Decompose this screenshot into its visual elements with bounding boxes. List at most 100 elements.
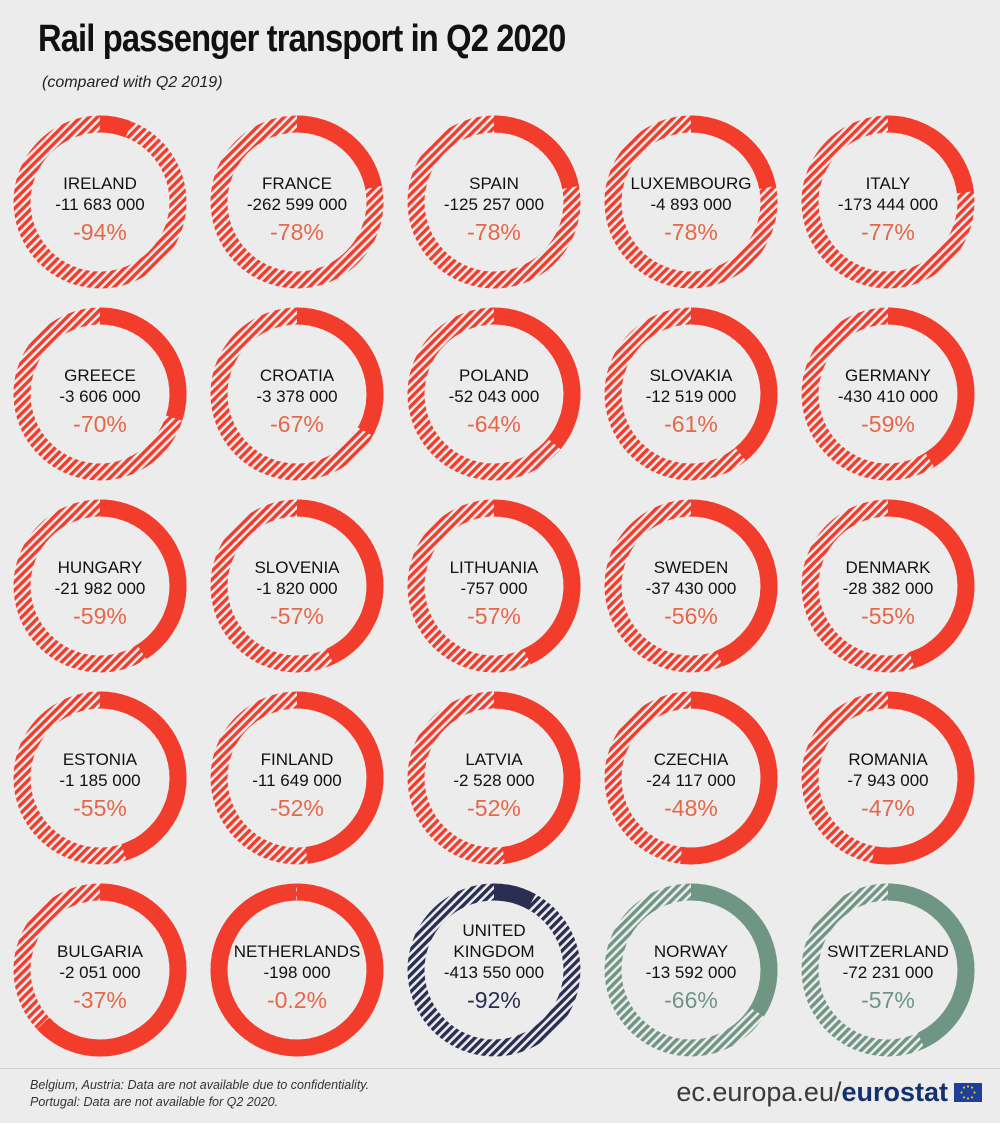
percent-change-label: -47%: [861, 795, 915, 821]
absolute-change-label: -13 592 000: [646, 963, 737, 982]
percent-change-label: -78%: [664, 219, 718, 245]
donut-romania: ROMANIA -7 943 000 -47%: [801, 691, 975, 865]
donut-luxembourg: LUXEMBOURG -4 893 000 -78%: [604, 115, 778, 289]
percent-change-label: -56%: [664, 603, 718, 629]
percent-change-label: -61%: [664, 411, 718, 437]
ring-remaining: [210, 499, 384, 673]
ring-remaining: [801, 307, 975, 481]
donut-spain: SPAIN -125 257 000 -78%: [407, 115, 581, 289]
absolute-change-label: -3 606 000: [59, 387, 140, 406]
absolute-change-label: -4 893 000: [650, 195, 731, 214]
country-label: LATVIA: [465, 750, 523, 769]
ring-remaining: [801, 883, 975, 1057]
country-label: NETHERLANDS: [234, 942, 361, 961]
absolute-change-label: -72 231 000: [843, 963, 934, 982]
ring-remaining: [407, 115, 581, 289]
ring-remaining: [407, 691, 581, 865]
donut-denmark: DENMARK -28 382 000 -55%: [801, 499, 975, 673]
donut-czechia: CZECHIA -24 117 000 -48%: [604, 691, 778, 865]
country-label: ROMANIA: [848, 750, 928, 769]
donut-slovenia: SLOVENIA -1 820 000 -57%: [210, 499, 384, 673]
percent-change-label: -94%: [73, 219, 127, 245]
absolute-change-label: -1 185 000: [59, 771, 140, 790]
donut-ireland: IRELAND -11 683 000 -94%: [13, 115, 187, 289]
ring-remaining: [801, 115, 975, 289]
percent-change-label: -57%: [270, 603, 324, 629]
absolute-change-label: -757 000: [460, 579, 527, 598]
country-label: LUXEMBOURG: [631, 174, 752, 193]
country-label: HUNGARY: [58, 558, 143, 577]
percent-change-label: -92%: [467, 987, 521, 1013]
ring-remaining: [13, 691, 187, 865]
source-link[interactable]: ec.europa.eu/eurostat: [676, 1077, 948, 1108]
absolute-change-label: -3 378 000: [256, 387, 337, 406]
ring-remaining: [604, 115, 778, 289]
country-label: DENMARK: [845, 558, 931, 577]
country-label: SWEDEN: [654, 558, 729, 577]
donut-norway: NORWAY -13 592 000 -66%: [604, 883, 778, 1057]
percent-change-label: -55%: [73, 795, 127, 821]
absolute-change-label: -413 550 000: [444, 963, 544, 982]
donut-finland: FINLAND -11 649 000 -52%: [210, 691, 384, 865]
absolute-change-label: -430 410 000: [838, 387, 938, 406]
country-label: IRELAND: [63, 174, 137, 193]
donut-italy: ITALY -173 444 000 -77%: [801, 115, 975, 289]
donut-poland: POLAND -52 043 000 -64%: [407, 307, 581, 481]
ring-remaining: [210, 115, 384, 289]
ring-remaining: [604, 499, 778, 673]
percent-change-label: -0.2%: [267, 987, 327, 1013]
country-label: CROATIA: [260, 366, 335, 385]
country-label: NORWAY: [654, 942, 728, 961]
percent-change-label: -78%: [270, 219, 324, 245]
footer-divider: [0, 1068, 1000, 1069]
eu-flag-icon: [954, 1083, 982, 1102]
ring-remaining: [407, 307, 581, 481]
footnotes: Belgium, Austria: Data are not available…: [30, 1077, 369, 1111]
absolute-change-label: -262 599 000: [247, 195, 347, 214]
ring-remaining: [801, 499, 975, 673]
ring-remaining: [604, 307, 778, 481]
ring-remaining: [604, 883, 778, 1057]
footnote-1: Belgium, Austria: Data are not available…: [30, 1078, 370, 1092]
country-label: SWITZERLAND: [827, 942, 949, 961]
donut-latvia: LATVIA -2 528 000 -52%: [407, 691, 581, 865]
donut-hungary: HUNGARY -21 982 000 -59%: [13, 499, 187, 673]
percent-change-label: -48%: [664, 795, 718, 821]
ring-remaining: [13, 499, 187, 673]
donut-germany: GERMANY -430 410 000 -59%: [801, 307, 975, 481]
absolute-change-label: -173 444 000: [838, 195, 938, 214]
ring-remaining: [210, 883, 384, 1057]
absolute-change-label: -28 382 000: [843, 579, 934, 598]
percent-change-label: -57%: [861, 987, 915, 1013]
country-label: SLOVENIA: [254, 558, 340, 577]
ring-remaining: [604, 691, 778, 865]
ring-remaining: [13, 115, 187, 289]
country-label: SLOVAKIA: [650, 366, 733, 385]
percent-change-label: -57%: [467, 603, 521, 629]
country-label: GERMANY: [845, 366, 931, 385]
country-label: FINLAND: [261, 750, 334, 769]
donut-slovakia: SLOVAKIA -12 519 000 -61%: [604, 307, 778, 481]
absolute-change-label: -125 257 000: [444, 195, 544, 214]
donut-united-kingdom: UNITED KINGDOM -413 550 000 -92%: [407, 883, 581, 1057]
absolute-change-label: -21 982 000: [55, 579, 146, 598]
absolute-change-label: -7 943 000: [847, 771, 928, 790]
ring-remaining: [407, 499, 581, 673]
ring-remaining: [13, 883, 187, 1057]
country-label: ESTONIA: [63, 750, 138, 769]
ring-remaining: [13, 307, 187, 481]
percent-change-label: -77%: [861, 219, 915, 245]
percent-change-label: -67%: [270, 411, 324, 437]
absolute-change-label: -2 051 000: [59, 963, 140, 982]
donut-estonia: ESTONIA -1 185 000 -55%: [13, 691, 187, 865]
donut-france: FRANCE -262 599 000 -78%: [210, 115, 384, 289]
absolute-change-label: -2 528 000: [453, 771, 534, 790]
chart-subtitle: (compared with Q2 2019): [42, 74, 223, 91]
chart-title: Rail passenger transport in Q2 2020: [38, 18, 566, 60]
percent-change-label: -52%: [467, 795, 521, 821]
ring-remaining: [210, 691, 384, 865]
absolute-change-label: -11 649 000: [252, 771, 341, 790]
country-label: SPAIN: [469, 174, 519, 193]
absolute-change-label: -24 117 000: [646, 771, 735, 790]
footnote-2: Portugal: Data are not available for Q2 …: [30, 1095, 279, 1109]
